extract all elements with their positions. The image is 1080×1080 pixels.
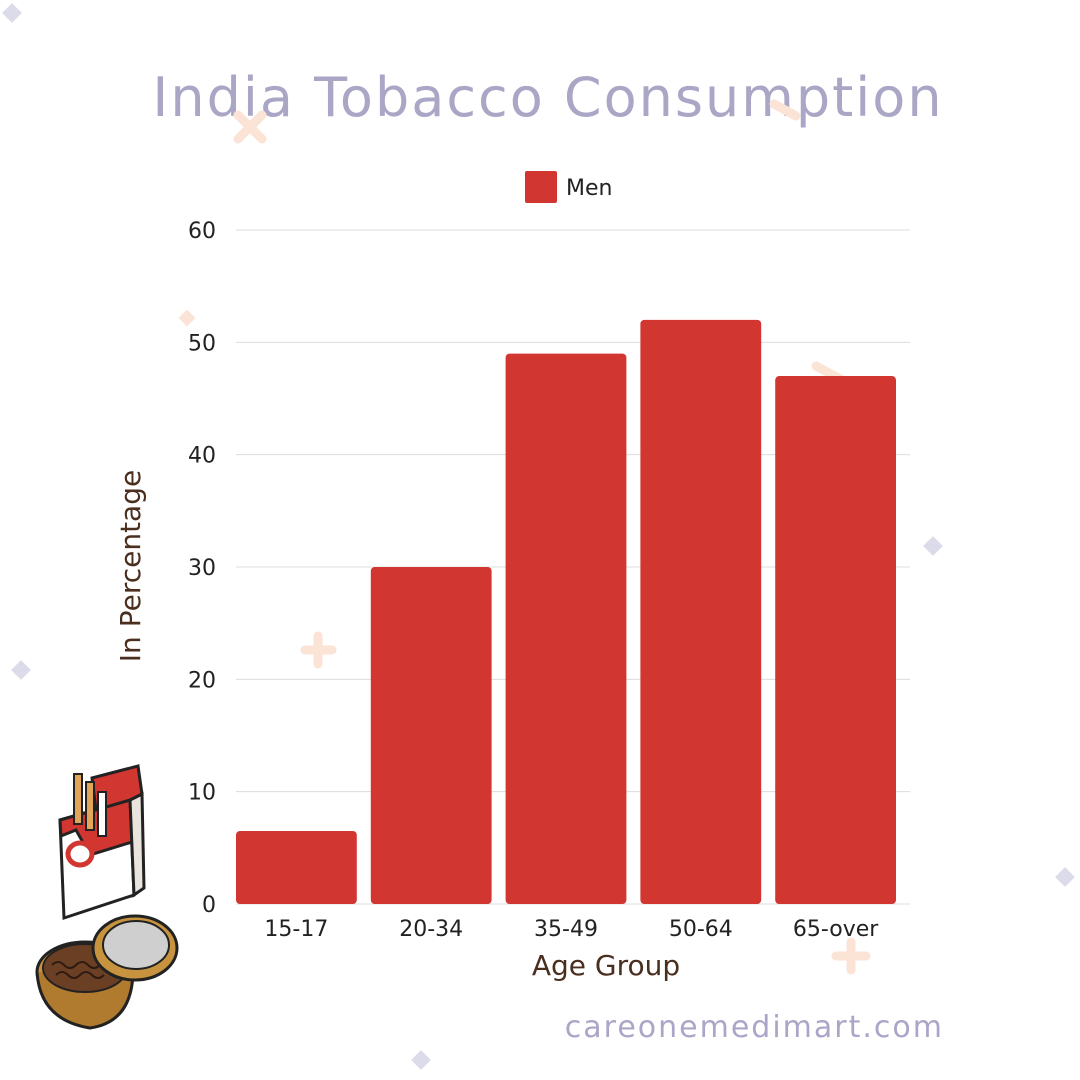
bar-15-17 — [236, 830, 357, 904]
legend-swatch — [525, 171, 557, 203]
decor-cross — [300, 631, 337, 669]
y-tick-label: 40 — [188, 444, 216, 469]
x-tick-label: 50-64 — [669, 917, 733, 942]
legend-label-men: Men — [566, 176, 612, 201]
bar-20-34 — [370, 567, 492, 904]
x-tick-label: 35-49 — [534, 917, 598, 942]
decor-diamond — [2, 3, 22, 23]
decor-cross — [769, 99, 801, 121]
decor-cross — [178, 309, 196, 327]
tobacco-illustration — [35, 764, 179, 1030]
y-tick-label: 0 — [202, 893, 216, 918]
y-tick-label: 50 — [188, 331, 216, 356]
decor-cross — [233, 110, 267, 144]
x-tick-label: 65-over — [793, 917, 879, 942]
y-axis-ticks: 0 10 20 30 40 50 60 — [188, 219, 216, 918]
decor-diamond — [923, 536, 943, 556]
y-tick-label: 10 — [188, 781, 216, 806]
page-title: India Tobacco Consumption — [152, 66, 944, 129]
footer-website: careonemedimart.com — [564, 1010, 944, 1045]
y-axis-title: In Percentage — [114, 470, 147, 662]
bar-35-49 — [505, 353, 627, 905]
bars — [236, 319, 896, 905]
tobacco-tin-icon — [35, 914, 179, 1030]
decor-diamond — [411, 1050, 431, 1070]
x-axis-title: Age Group — [532, 949, 680, 982]
decor-diamond — [1055, 867, 1075, 887]
bar-50-64 — [640, 319, 762, 904]
y-tick-label: 20 — [188, 668, 216, 693]
y-tick-label: 60 — [188, 219, 216, 244]
x-axis-ticks: 15-17 20-34 35-49 50-64 65-over — [264, 917, 879, 942]
x-tick-label: 15-17 — [264, 917, 328, 942]
legend: Men — [525, 171, 612, 203]
bar-65-over — [775, 376, 896, 904]
decor-cross — [831, 937, 871, 975]
cigarette-pack-icon — [58, 764, 146, 921]
y-tick-label: 30 — [188, 556, 216, 581]
x-tick-label: 20-34 — [399, 917, 463, 942]
